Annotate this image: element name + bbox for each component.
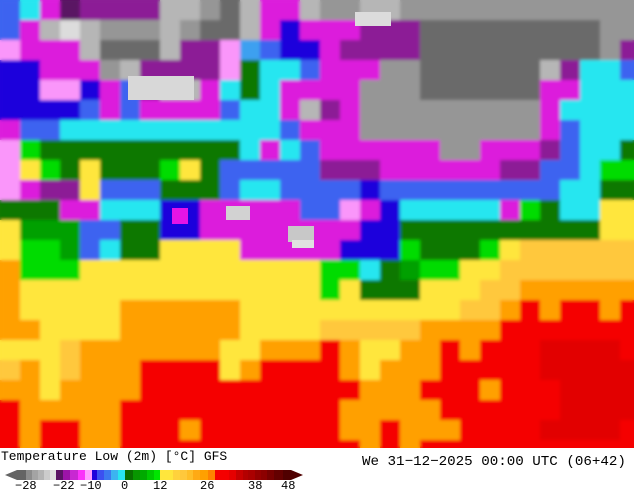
svg-text:38: 38 [248,479,262,490]
svg-text:Temperature Low (2m) [°C] GFS: Temperature Low (2m) [°C] GFS [1,449,227,464]
svg-text:−10: −10 [80,479,102,490]
svg-text:26: 26 [200,479,214,490]
svg-text:We 31−12−2025 00:00 UTC (06+42: We 31−12−2025 00:00 UTC (06+42) [362,454,626,470]
svg-text:48: 48 [281,479,295,490]
svg-text:0: 0 [121,479,128,490]
svg-text:12: 12 [153,479,167,490]
svg-text:−28: −28 [15,479,37,490]
svg-text:−22: −22 [53,479,75,490]
